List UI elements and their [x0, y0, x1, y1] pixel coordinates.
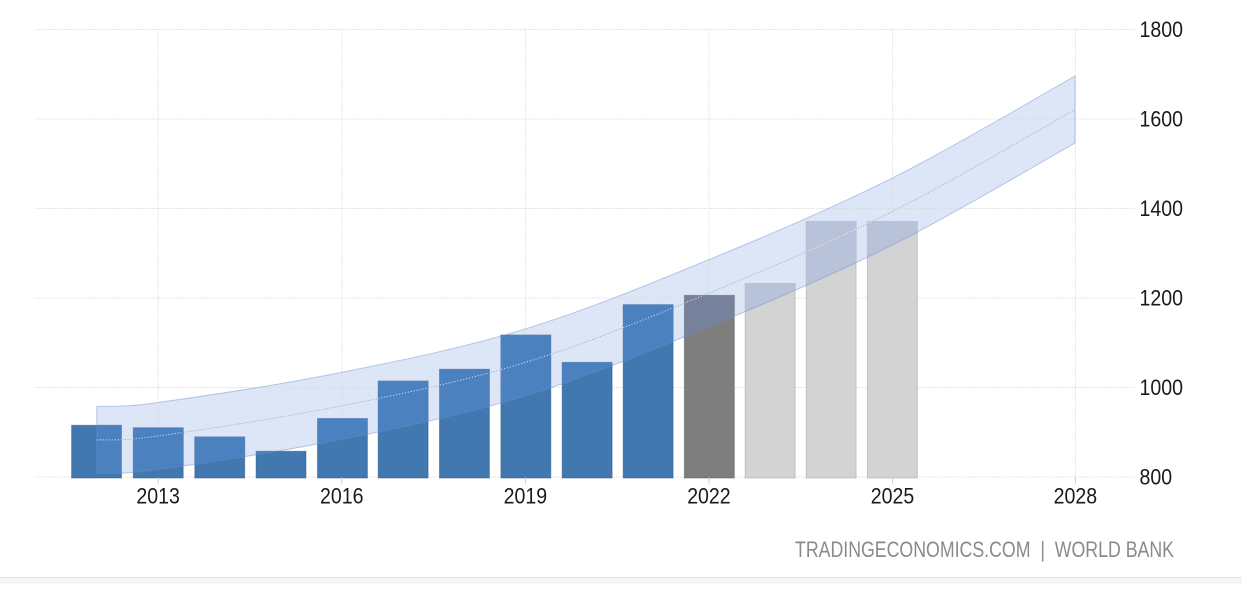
svg-text:2019: 2019 [504, 483, 547, 508]
svg-text:1400: 1400 [1140, 196, 1184, 221]
svg-text:2025: 2025 [871, 483, 915, 508]
svg-text:1600: 1600 [1140, 107, 1184, 132]
svg-text:2028: 2028 [1054, 483, 1098, 508]
svg-text:800: 800 [1140, 465, 1173, 490]
svg-text:2016: 2016 [320, 483, 364, 508]
svg-text:1800: 1800 [1140, 17, 1184, 42]
svg-text:2013: 2013 [136, 483, 180, 508]
svg-text:1200: 1200 [1140, 286, 1184, 311]
svg-text:2022: 2022 [687, 483, 731, 508]
svg-text:1000: 1000 [1140, 375, 1184, 400]
svg-text:TRADINGECONOMICS.COM | WORLD: TRADINGECONOMICS.COM | WORLD BANK [795, 537, 1174, 562]
